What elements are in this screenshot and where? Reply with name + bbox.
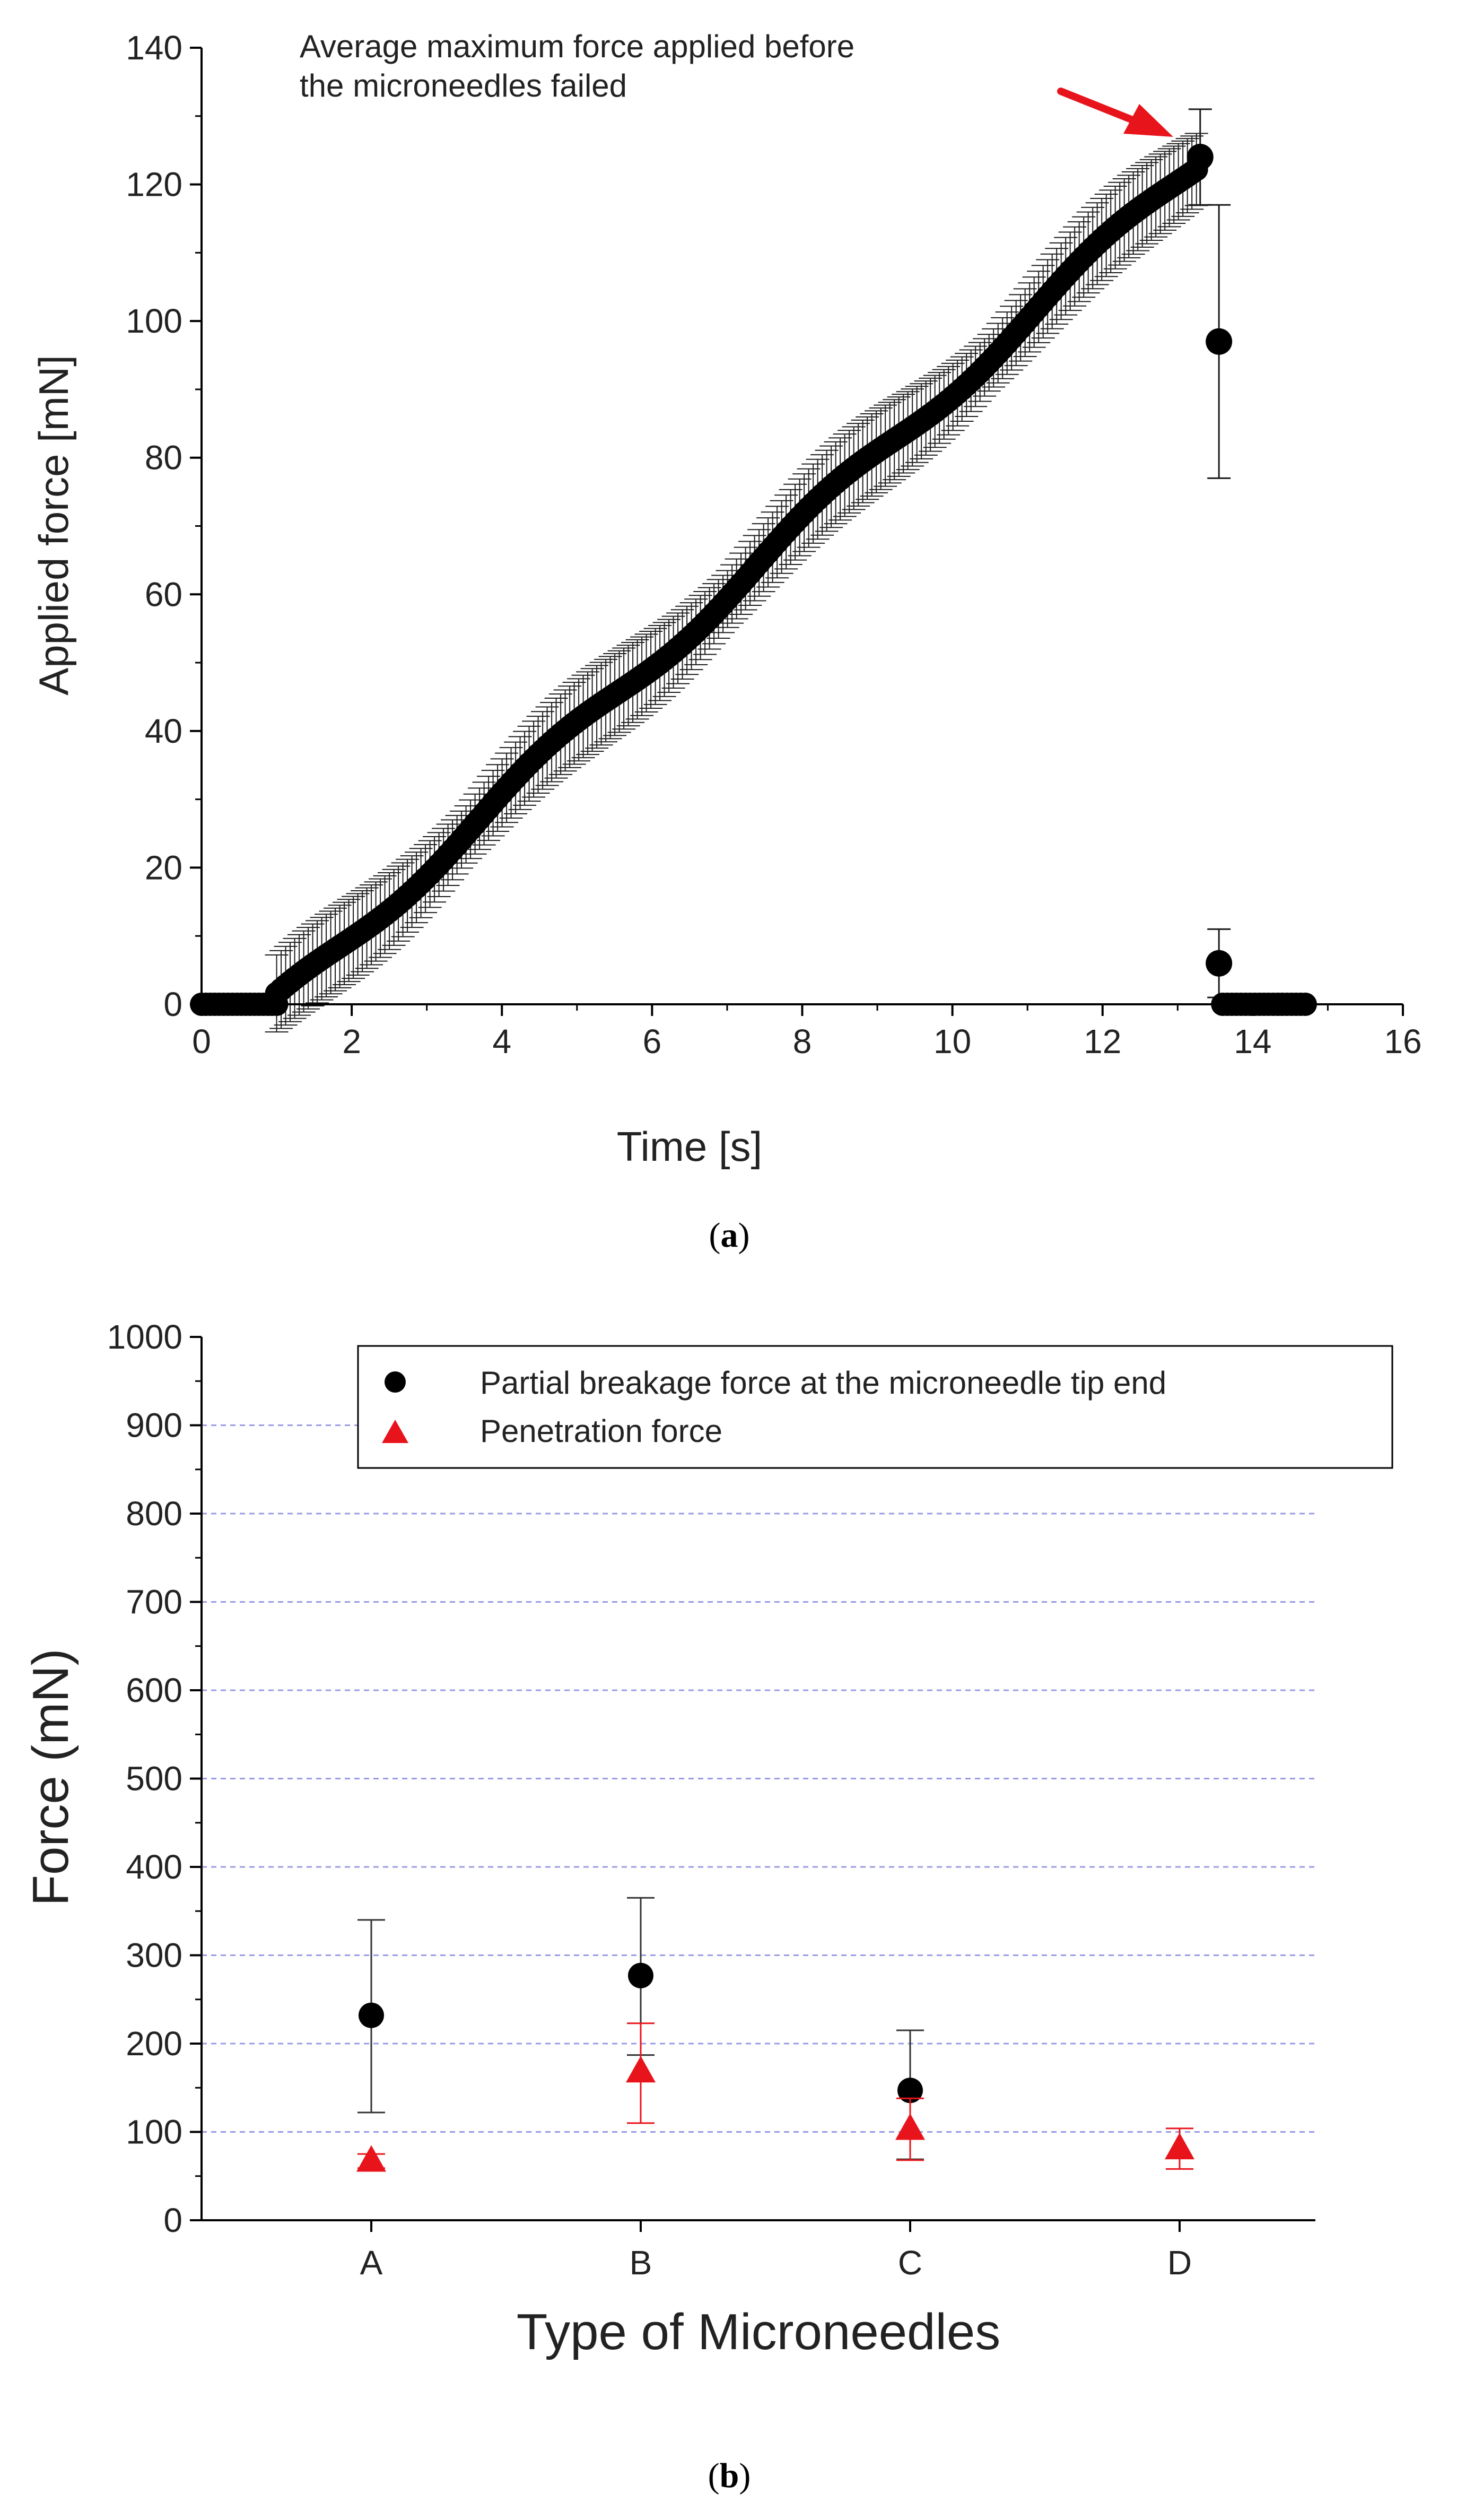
- panel-b-y-axis-title: Force (mN): [22, 1648, 79, 1906]
- panel-a-x-tick-label: 10: [933, 1022, 971, 1061]
- panel-b-y-tick-label: 400: [126, 1848, 182, 1886]
- panel-b-y-tick-label: 300: [126, 1936, 182, 1975]
- panel-a-y-tick-label: 80: [145, 439, 182, 477]
- panel-a-y-tick-label: 120: [126, 166, 182, 204]
- panel-a-data-point: [1206, 328, 1233, 355]
- legend-marker-breakage: [385, 1371, 406, 1393]
- panel-a-y-axis-title: Applied force [mN]: [30, 355, 77, 696]
- legend-label-penetration: Penetration force: [480, 1413, 722, 1449]
- panel-b-y-ticks: 0 100 200 300 400 500 600 700 800 900 1000: [107, 1318, 202, 2239]
- panel-b-y-tick-label: 900: [126, 1406, 182, 1445]
- panel-a-x-tick-label: 2: [342, 1022, 361, 1061]
- panel-a-y-tick-label: 140: [126, 29, 182, 67]
- panel-a-annotation-line-1: Average maximum force applied before: [300, 29, 854, 64]
- panel-b-y-tick-label: 600: [126, 1671, 182, 1709]
- panel-a-y-tick-label: 40: [145, 712, 182, 750]
- panel-b-data-points: [356, 1897, 1194, 2172]
- panel-b-y-tick-label: 500: [126, 1760, 182, 1798]
- panel-b-y-tick-label: 700: [126, 1583, 182, 1621]
- panel-b-y-tick-label: 100: [126, 2113, 182, 2151]
- panel-b-breakage-point: [359, 2002, 384, 2028]
- panel-a-y-tick-label: 0: [163, 985, 182, 1023]
- legend-label-breakage: Partial breakage force at the microneedl…: [480, 1365, 1166, 1401]
- panel-a-y-tick-label: 60: [145, 575, 182, 613]
- panel-b-x-axis-title: Type of Microneedles: [517, 2304, 1000, 2360]
- panel-a-x-tick-label: 16: [1384, 1022, 1421, 1061]
- panel-b-penetration-point: [1165, 2133, 1194, 2160]
- panel-b-x-tick-label: C: [898, 2244, 922, 2282]
- panel-b-y-tick-label: 0: [163, 2201, 182, 2239]
- panel-a-data-point: [1186, 144, 1214, 171]
- panel-a-x-tick-label: 8: [793, 1022, 812, 1061]
- panel-a-chart: 0 2 4 6 8 10 12 14 16 0 20 40 60 80 100 120 140 Average…: [30, 29, 1422, 1170]
- panel-a-label: (a): [709, 1216, 750, 1255]
- panel-b-x-tick-label: B: [630, 2244, 652, 2282]
- legend-marker-penetration: [382, 1420, 408, 1443]
- panel-a-x-tick-label: 6: [643, 1022, 662, 1061]
- panel-a-y-tick-label: 100: [126, 302, 182, 340]
- panel-b-penetration-point: [626, 2056, 656, 2083]
- panel-a-x-tick-label: 0: [192, 1022, 211, 1061]
- panel-b-chart: A B C D 0 100 200 300 400 500 600 700 800 900 1000 Pa…: [22, 1318, 1393, 2360]
- panel-a-x-axis-title: Time [s]: [617, 1123, 762, 1170]
- panel-b-x-tick-label: D: [1167, 2244, 1192, 2282]
- panel-a-y-tick-label: 20: [145, 848, 182, 887]
- panel-b-penetration-point: [895, 2113, 925, 2140]
- panel-b-penetration-point: [356, 2145, 386, 2172]
- panel-b-breakage-point: [897, 2078, 923, 2104]
- panel-b-breakage-point: [628, 1962, 653, 1988]
- panel-a-x-ticks: 0 2 4 6 8 10 12 14 16: [192, 1004, 1422, 1061]
- panel-a-annotation-arrow: [1057, 88, 1173, 137]
- panel-a-x-tick-label: 14: [1234, 1022, 1271, 1061]
- panel-b-y-tick-label: 200: [126, 2024, 182, 2063]
- panel-b-legend: Partial breakage force at the microneedl…: [357, 1345, 1393, 1469]
- panel-a-x-tick-label: 12: [1084, 1022, 1121, 1061]
- panel-b-y-tick-label: 800: [126, 1494, 182, 1533]
- panel-a-annotation-line-2: the microneedles failed: [300, 68, 627, 103]
- panel-b-x-ticks: A B C D: [360, 2220, 1192, 2282]
- panel-a-y-ticks: 0 20 40 60 80 100 120 140: [126, 29, 202, 1023]
- panel-a-data-point: [1206, 950, 1233, 977]
- panel-b-y-tick-label: 1000: [107, 1318, 182, 1356]
- legend-box: [357, 1345, 1393, 1469]
- panel-b-label: (b): [708, 2456, 751, 2495]
- panel-b-x-tick-label: A: [360, 2244, 383, 2282]
- panel-a-markers: [190, 144, 1317, 1016]
- panel-a-x-tick-label: 4: [492, 1022, 511, 1061]
